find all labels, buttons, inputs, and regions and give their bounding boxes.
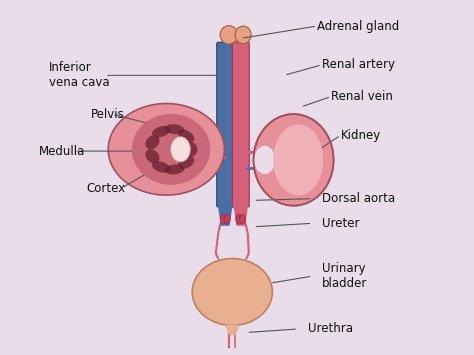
- Text: Renal artery: Renal artery: [322, 58, 395, 71]
- Text: Pelvis: Pelvis: [91, 108, 125, 121]
- Ellipse shape: [254, 114, 334, 206]
- Text: Cortex: Cortex: [86, 181, 125, 195]
- Text: Renal vein: Renal vein: [331, 90, 393, 103]
- Ellipse shape: [108, 104, 224, 195]
- Polygon shape: [219, 206, 232, 225]
- Text: Dorsal aorta: Dorsal aorta: [322, 192, 395, 205]
- Text: Urinary
bladder: Urinary bladder: [322, 262, 367, 290]
- Ellipse shape: [220, 214, 227, 224]
- Ellipse shape: [146, 135, 159, 149]
- Ellipse shape: [236, 214, 242, 224]
- Ellipse shape: [178, 130, 194, 143]
- Polygon shape: [234, 206, 247, 225]
- Text: Adrenal gland: Adrenal gland: [317, 20, 400, 33]
- Ellipse shape: [239, 214, 246, 224]
- Ellipse shape: [220, 26, 238, 44]
- Ellipse shape: [171, 137, 191, 162]
- Text: Kidney: Kidney: [341, 129, 381, 142]
- FancyBboxPatch shape: [232, 42, 249, 207]
- Ellipse shape: [273, 124, 323, 195]
- Ellipse shape: [178, 156, 194, 169]
- Text: Ureter: Ureter: [322, 217, 359, 230]
- Ellipse shape: [224, 214, 230, 224]
- Ellipse shape: [235, 26, 251, 44]
- Ellipse shape: [152, 162, 170, 173]
- Text: Medulla: Medulla: [39, 144, 85, 158]
- Ellipse shape: [192, 258, 273, 326]
- Ellipse shape: [146, 149, 159, 163]
- Ellipse shape: [164, 164, 184, 174]
- Text: Inferior
vena cava: Inferior vena cava: [48, 61, 109, 89]
- Ellipse shape: [152, 126, 170, 137]
- Ellipse shape: [164, 124, 184, 134]
- FancyBboxPatch shape: [217, 42, 234, 207]
- Text: Urethra: Urethra: [308, 322, 353, 335]
- Polygon shape: [227, 326, 238, 334]
- Ellipse shape: [184, 142, 197, 157]
- Ellipse shape: [254, 146, 275, 174]
- Ellipse shape: [132, 114, 210, 185]
